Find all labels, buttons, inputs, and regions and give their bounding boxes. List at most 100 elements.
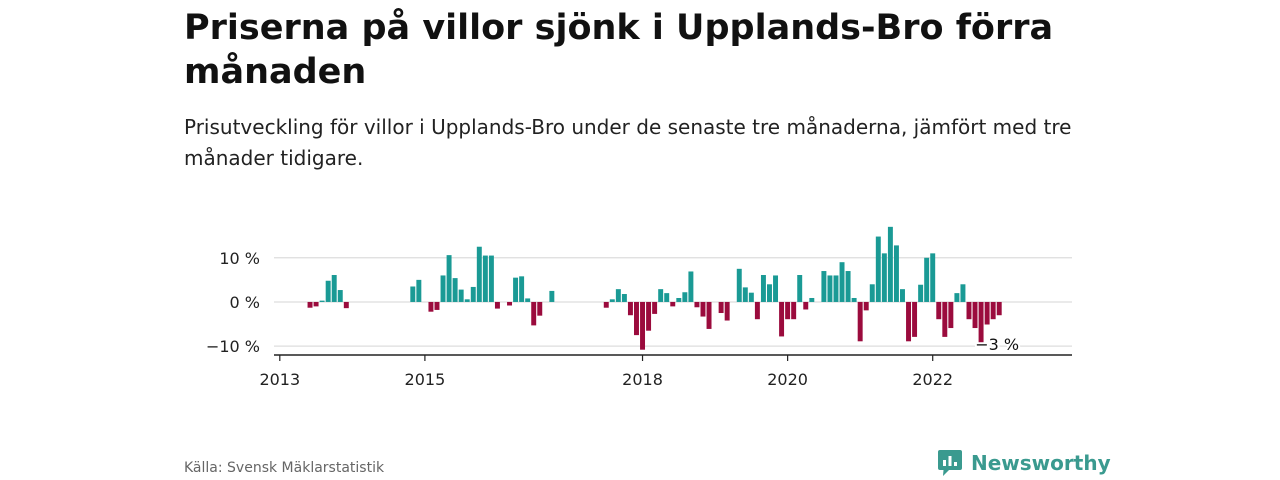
x-tick-label: 2020: [767, 370, 808, 389]
x-tick-label: 2013: [259, 370, 300, 389]
bar-chart: 10 % 0 % −10 % 2013 2015 2018 2020 2022 −3 %: [206, 226, 1072, 389]
bar: [954, 293, 960, 302]
bar: [337, 290, 343, 302]
bar: [893, 245, 899, 302]
newsworthy-logo-icon: [938, 450, 962, 476]
bar: [458, 289, 464, 302]
bar: [906, 301, 912, 342]
bar: [942, 301, 948, 337]
bar: [537, 301, 543, 316]
bar: [900, 289, 905, 302]
bar: [519, 276, 525, 302]
bar: [434, 301, 440, 310]
bar: [924, 257, 930, 302]
bar: [694, 301, 700, 308]
bar: [531, 301, 537, 326]
bar: [821, 271, 827, 302]
bar: [688, 271, 694, 302]
bar: [482, 255, 488, 302]
bar: [525, 298, 531, 302]
bar: [652, 301, 658, 314]
x-tick-label: 2018: [622, 370, 663, 389]
x-tick-label: 2015: [405, 370, 446, 389]
bar: [307, 301, 313, 308]
bar: [990, 301, 996, 320]
bar: [676, 297, 682, 302]
bar: [779, 301, 785, 337]
bar: [978, 301, 984, 346]
bar: [670, 301, 676, 307]
bar: [718, 301, 724, 314]
bar: [452, 278, 458, 302]
x-axis: 2013 2015 2018 2020 2022: [259, 354, 1072, 389]
bar: [809, 297, 815, 302]
bar: [416, 279, 422, 302]
bar: [440, 275, 446, 302]
bar: [839, 262, 845, 302]
bar: [803, 301, 809, 310]
bar: [700, 301, 706, 317]
bar: [972, 301, 978, 329]
bar: [851, 297, 857, 302]
bars: [307, 226, 1002, 350]
bar: [706, 301, 712, 329]
bar: [869, 284, 875, 302]
bar: [319, 300, 325, 302]
bar: [549, 290, 555, 302]
bar: [621, 294, 627, 302]
bar: [984, 301, 990, 325]
bar: [881, 253, 887, 302]
bar: [682, 292, 688, 302]
bar: [609, 299, 615, 302]
bar: [887, 226, 893, 302]
bar: [918, 284, 924, 302]
bar: [640, 301, 646, 350]
bar: [742, 287, 748, 302]
bar: [446, 255, 452, 302]
last-value-label: −3 %: [975, 335, 1019, 354]
bar: [494, 301, 500, 309]
bar: [773, 275, 779, 302]
bar: [615, 289, 621, 302]
bar: [464, 299, 470, 302]
bar: [912, 301, 918, 337]
bar: [960, 284, 966, 302]
bar: [875, 236, 881, 302]
bar: [343, 301, 349, 309]
bar: [760, 275, 766, 302]
bar: [966, 301, 972, 320]
bar: [513, 277, 519, 302]
bar: [603, 301, 609, 308]
bar: [736, 268, 742, 302]
bar: [664, 293, 670, 302]
y-axis-labels: 10 % 0 % −10 %: [206, 249, 260, 356]
bar: [331, 275, 337, 302]
bar: [410, 286, 416, 302]
bar: [428, 301, 434, 312]
bar: [325, 280, 331, 302]
bar: [724, 301, 730, 321]
bar: [845, 271, 851, 302]
bar: [791, 301, 797, 320]
bar: [488, 255, 494, 302]
bar: [470, 286, 476, 302]
bar: [785, 301, 791, 320]
bar: [646, 301, 652, 331]
bar: [930, 253, 936, 302]
bar: [634, 301, 639, 336]
bar: [627, 301, 633, 316]
bar: [827, 275, 833, 302]
bar: [863, 301, 869, 311]
y-tick-label: −10 %: [206, 337, 260, 356]
y-tick-label: 0 %: [230, 293, 260, 312]
bar: [936, 301, 942, 320]
annotations: −3 %: [973, 333, 1021, 356]
bar: [797, 275, 803, 302]
brand-logo[interactable]: Newsworthy: [937, 449, 1111, 477]
source-note: Källa: Svensk Mäklarstatistik: [184, 460, 385, 476]
bar: [754, 301, 760, 320]
brand-name: Newsworthy: [971, 451, 1111, 475]
bar: [476, 246, 482, 302]
y-tick-label: 10 %: [219, 249, 260, 268]
bar: [833, 275, 839, 302]
